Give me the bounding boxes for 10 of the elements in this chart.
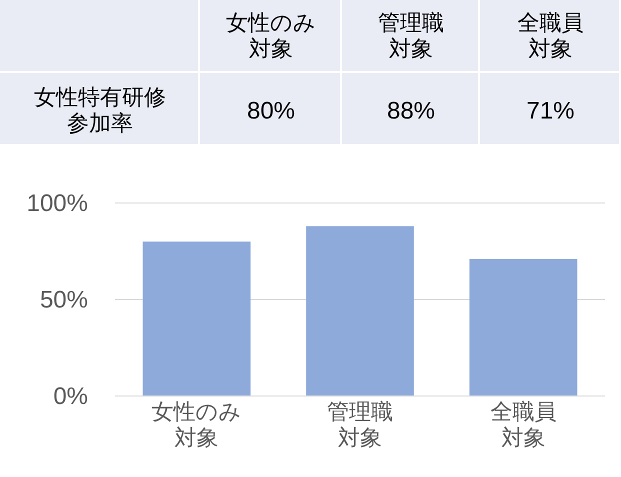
table: 女性のみ対象 管理職対象 全職員対象 女性特有研修参加率 80% 88% 71% [0, 0, 619, 144]
y-tick-label: 0% [53, 383, 88, 410]
x-tick-label: 管理職対象 [327, 398, 393, 450]
x-tick-label: 全職員対象 [490, 398, 556, 450]
data-label: 80% [246, 98, 296, 124]
y-tick-label: 100% [26, 190, 88, 217]
x-tick-label: 女性のみ対象 [152, 398, 242, 450]
data-label: 88% [386, 98, 436, 124]
y-tick-label: 50% [40, 286, 88, 314]
data-label: 71% [526, 98, 575, 124]
